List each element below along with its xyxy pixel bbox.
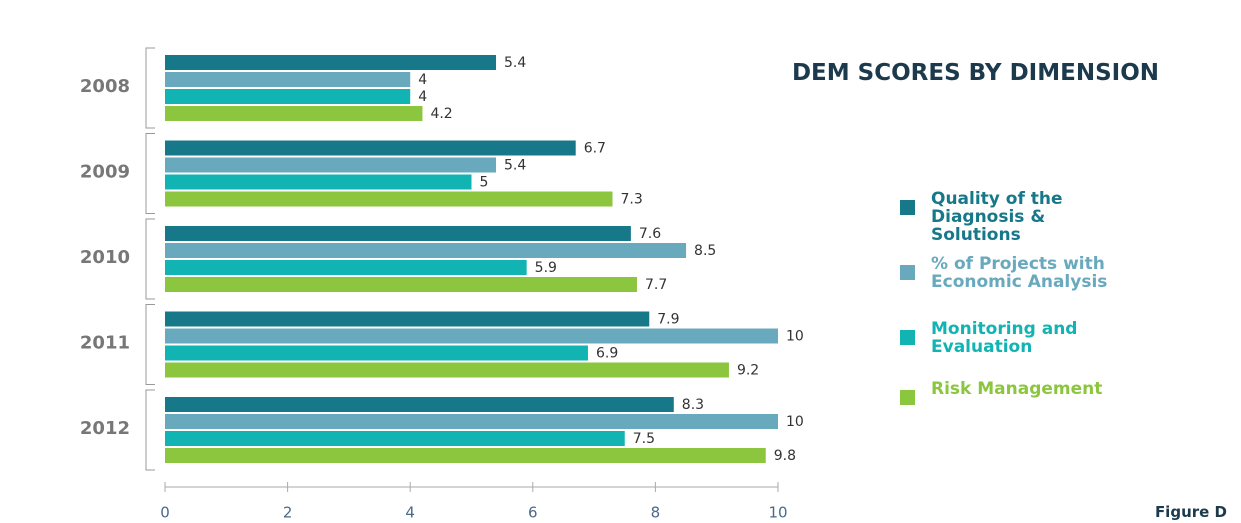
x-tick-label: 6 <box>528 504 538 522</box>
value-label: 6.7 <box>584 141 606 157</box>
bar <box>165 191 613 207</box>
bar <box>165 345 588 361</box>
category-label: 2011 <box>80 333 130 354</box>
bar <box>165 55 497 70</box>
bar <box>165 243 687 258</box>
value-label: 7.7 <box>645 277 667 293</box>
legend-item: % of Projects with Economic Analysis <box>900 255 1110 291</box>
legend-item: Monitoring and Evaluation <box>900 320 1110 356</box>
value-label: 7.9 <box>657 312 679 328</box>
bar <box>165 328 778 344</box>
bar <box>165 157 497 173</box>
value-label: 5 <box>480 175 489 191</box>
category-label: 2012 <box>80 418 130 439</box>
bracket <box>145 304 155 385</box>
value-label: 5.4 <box>504 158 526 174</box>
value-label: 10 <box>786 414 804 430</box>
bracket <box>145 47 155 129</box>
value-label: 5.4 <box>504 55 526 71</box>
value-label: 7.3 <box>620 192 642 208</box>
value-label: 6.9 <box>596 346 618 362</box>
bar <box>165 72 411 87</box>
bar <box>165 226 631 241</box>
bar <box>165 311 650 327</box>
legend-swatch <box>900 200 915 215</box>
value-label: 8.5 <box>694 243 716 259</box>
legend-item: Risk Management <box>900 380 1110 405</box>
bar <box>165 414 778 429</box>
value-label: 5.9 <box>535 260 557 276</box>
legend-swatch <box>900 265 915 280</box>
legend-item: Quality of the Diagnosis & Solutions <box>900 190 1110 244</box>
bar <box>165 448 766 463</box>
x-tick-label: 10 <box>768 504 787 522</box>
value-label: 8.3 <box>682 397 704 413</box>
category-label: 2008 <box>80 76 130 97</box>
x-tick-label: 8 <box>651 504 661 522</box>
legend-swatch <box>900 390 915 405</box>
legend-label: Monitoring and Evaluation <box>931 319 1078 357</box>
bar <box>165 277 638 292</box>
bar <box>165 431 625 446</box>
bar <box>165 260 527 275</box>
bracket <box>145 133 155 214</box>
value-label: 4 <box>418 72 427 88</box>
value-label: 9.2 <box>737 363 759 379</box>
category-label: 2009 <box>80 162 130 183</box>
bar <box>165 397 674 412</box>
legend-label: Risk Management <box>931 379 1103 399</box>
footnote: Figure D <box>1154 503 1227 521</box>
bar <box>165 106 423 121</box>
legend-label: % of Projects with Economic Analysis <box>931 254 1108 292</box>
value-label: 4.2 <box>430 106 452 122</box>
chart-title: DEM SCORES BY DIMENSION <box>791 60 1159 86</box>
bracket <box>145 218 155 300</box>
bar <box>165 174 472 190</box>
x-tick-label: 2 <box>283 504 293 522</box>
value-label: 9.8 <box>774 448 796 464</box>
x-tick-label: 0 <box>160 504 170 522</box>
value-label: 7.5 <box>633 431 655 447</box>
value-label: 4 <box>418 89 427 105</box>
bar <box>165 362 729 378</box>
bar <box>165 140 576 156</box>
x-tick-label: 4 <box>405 504 415 522</box>
value-label: 10 <box>786 329 804 345</box>
value-label: 7.6 <box>639 226 661 242</box>
bracket <box>145 389 155 471</box>
legend-label: Quality of the Diagnosis & Solutions <box>931 189 1063 245</box>
bar <box>165 89 411 104</box>
legend-swatch <box>900 330 915 345</box>
category-label: 2010 <box>80 247 130 268</box>
